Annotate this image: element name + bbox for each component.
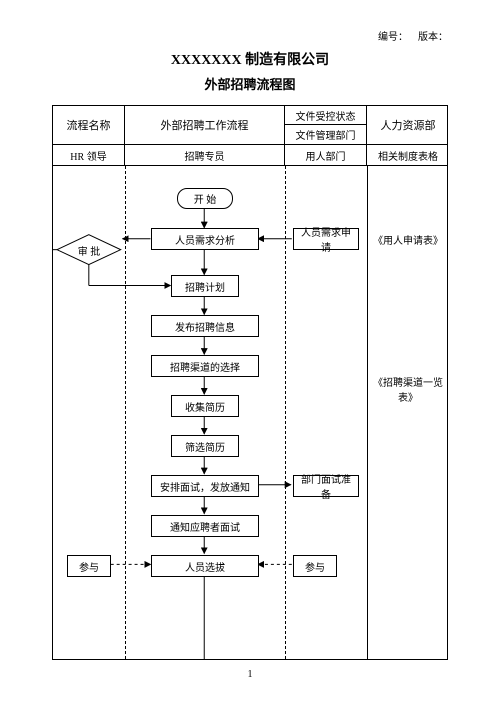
number-label: 编号：	[378, 32, 408, 43]
node-prepare: 部门面试准备	[293, 475, 359, 497]
node-participate-right: 参与	[293, 555, 337, 577]
header-meta: 编号： 版本：	[378, 28, 448, 43]
hdr-hr-dept: 人力资源部	[367, 106, 449, 144]
swimlane-body: 开 始 人员需求分析 人员需求申请 审 批 招聘计划 发布招聘信息 招聘渠道的选…	[53, 166, 447, 659]
hdr-flow-name-label: 流程名称	[53, 106, 125, 144]
node-filter: 筛选简历	[171, 435, 239, 457]
lane-related-forms: 相关制度表格	[367, 145, 449, 165]
form-channel: 《招聘渠道一览表》	[373, 376, 443, 406]
title-main: XXXXXXX 制造有限公司	[0, 49, 500, 69]
title-sub: 外部招聘流程图	[0, 74, 500, 93]
diagram-frame: 流程名称 外部招聘工作流程 文件受控状态 文件管理部门 人力资源部 HR 领导 …	[52, 105, 448, 660]
node-plan: 招聘计划	[171, 275, 239, 297]
node-need-request: 人员需求申请	[293, 228, 359, 250]
hdr-flow-name-value: 外部招聘工作流程	[125, 106, 285, 144]
node-notify: 通知应聘者面试	[151, 515, 259, 537]
lane-user-dept: 用人部门	[285, 145, 367, 165]
node-select: 人员选拔	[151, 555, 259, 577]
node-need-analysis: 人员需求分析	[151, 228, 259, 250]
node-channel: 招聘渠道的选择	[151, 355, 259, 377]
node-participate-left: 参与	[67, 555, 111, 577]
lane-recruiter: 招聘专员	[125, 145, 285, 165]
node-arrange: 安排面试，发放通知	[151, 475, 259, 497]
lane-hr-leader: HR 领导	[53, 145, 125, 165]
node-approval-label: 审 批	[71, 243, 107, 258]
version-label: 版本：	[418, 32, 448, 43]
node-start: 开 始	[177, 188, 233, 209]
form-apply: 《用人申请表》	[373, 232, 443, 247]
hdr-management-dept: 文件管理部门	[285, 125, 367, 144]
node-collect: 收集简历	[171, 395, 239, 417]
node-publish: 发布招聘信息	[151, 315, 259, 337]
hdr-acceptance-status: 文件受控状态	[285, 106, 367, 125]
page-number: 1	[0, 669, 500, 680]
